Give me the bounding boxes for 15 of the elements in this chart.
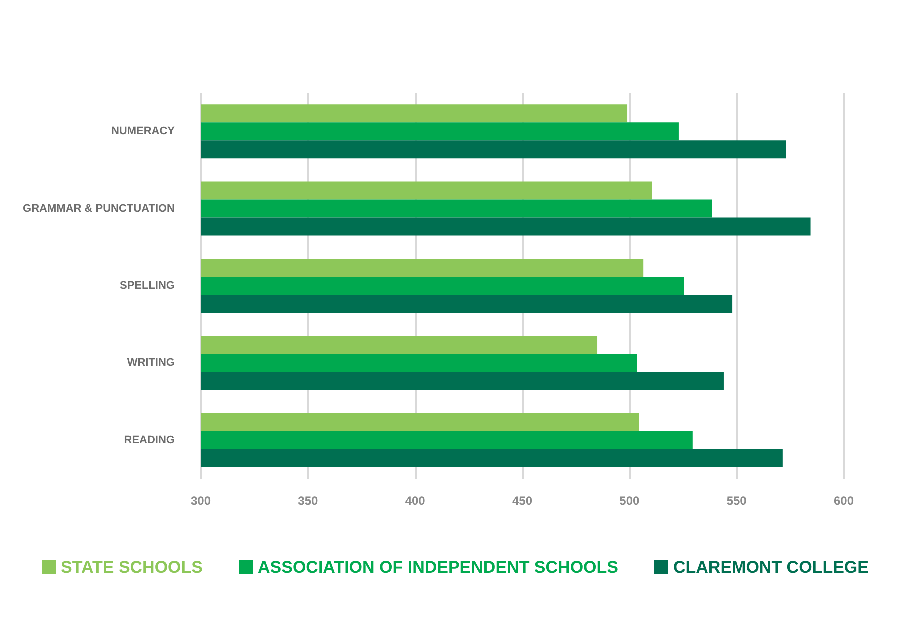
y-tick-label: WRITING [127,357,175,370]
legend-label: STATE SCHOOLS [61,558,204,577]
x-tick-label: 550 [726,494,748,508]
x-tick-label: 600 [834,494,854,508]
x-tick-label: 300 [190,494,212,508]
x-tick-label: 450 [512,494,533,508]
x-tick-label: 350 [298,494,318,508]
x-tick-label: 400 [405,494,426,508]
y-tick-label: READING [124,434,175,446]
legend-label: CLAREMONT COLLEGE [673,558,869,577]
legend-label: ASSOCIATION OF INDEPENDENT SCHOOLS [258,558,619,577]
y-tick-label: SPELLING [120,280,175,292]
x-tick-label: 500 [620,494,640,508]
y-tick-label: GRAMMAR & PUNCTUATION [23,202,176,215]
y-tick-label: NUMERACY [111,126,176,138]
